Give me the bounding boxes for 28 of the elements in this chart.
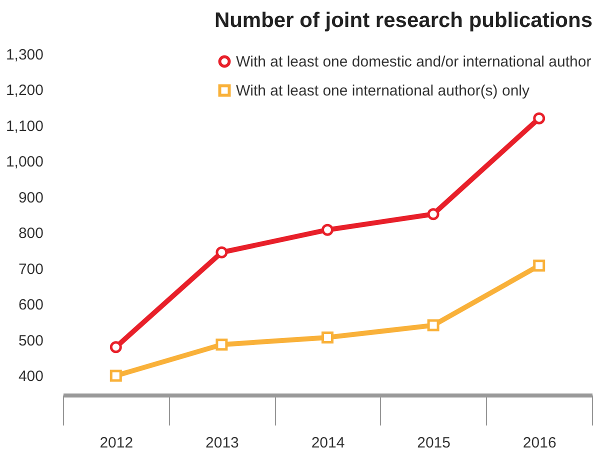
point <box>533 112 546 124</box>
x-tick-label: 2016 <box>522 434 556 452</box>
y-tick-label: 600 <box>18 296 44 314</box>
y-tick-label: 500 <box>18 332 44 350</box>
x-tick-label: 2012 <box>100 434 134 452</box>
point <box>110 370 122 382</box>
point <box>216 246 228 258</box>
point <box>533 260 546 272</box>
y-tick-label: 1,300 <box>6 46 44 64</box>
y-tick-label: 700 <box>18 260 44 278</box>
point <box>110 341 122 354</box>
point <box>427 208 440 220</box>
point <box>216 338 228 351</box>
legend-label: With at least one domestic and/or international author <box>236 54 592 70</box>
y-tick-label: 900 <box>18 189 44 206</box>
y-tick-label: 1,100 <box>6 118 44 135</box>
point <box>427 319 440 332</box>
chart-title: Number of joint research publications <box>214 9 592 32</box>
y-tick-label: 800 <box>18 225 44 242</box>
x-tick-label: 2015 <box>417 434 450 452</box>
y-tick-label: 1,000 <box>6 154 44 171</box>
y-tick-label: 400 <box>18 368 44 386</box>
x-tick-label: 2014 <box>311 434 345 452</box>
y-tick-label: 1,200 <box>6 82 44 100</box>
x-tick-label: 2013 <box>206 434 239 452</box>
legend-label: With at least one international author(s) only <box>236 82 530 100</box>
point <box>322 331 334 344</box>
point <box>322 224 334 236</box>
